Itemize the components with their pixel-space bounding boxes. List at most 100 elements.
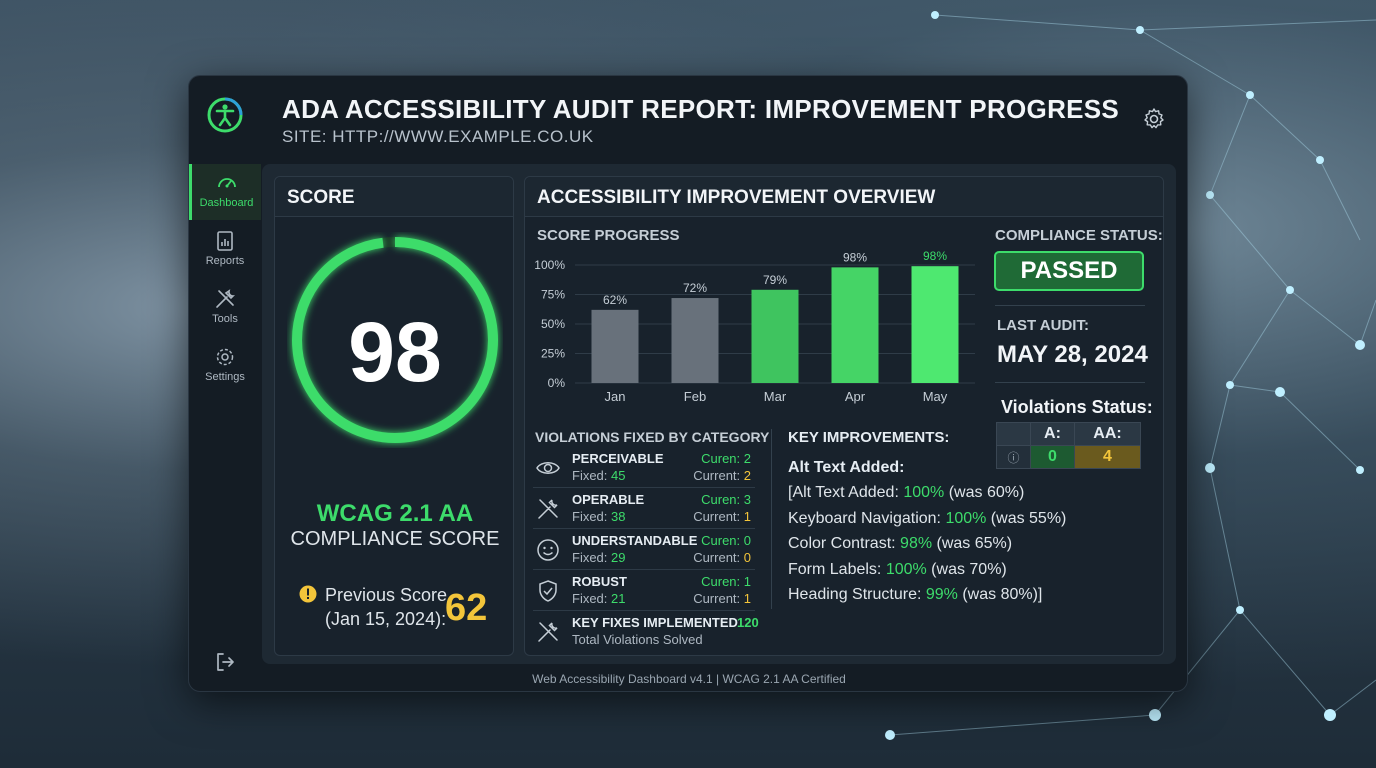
sidebar-item-tools[interactable]: Tools bbox=[189, 280, 261, 336]
dashboard-window: ADA ACCESSIBILITY AUDIT REPORT: IMPROVEM… bbox=[188, 75, 1188, 692]
key-improvements-list: [Alt Text Added: 100% (was 60%) Keyboard… bbox=[788, 484, 1066, 612]
overview-heading: ACCESSIBILITY IMPROVEMENT OVERVIEW bbox=[525, 177, 1163, 217]
bar-value-label: 98% bbox=[923, 249, 947, 263]
tools-icon bbox=[538, 622, 558, 642]
category-curen: Curen: 0 bbox=[701, 533, 751, 548]
sidebar-item-reports[interactable]: Reports bbox=[189, 222, 261, 278]
score-ring-gauge bbox=[292, 237, 498, 443]
level-aa-count: 4 bbox=[1074, 445, 1141, 469]
category-fixed: Fixed: 45 bbox=[572, 468, 625, 483]
bar-value-label: 79% bbox=[763, 273, 787, 287]
category-current: Current: 2 bbox=[693, 468, 751, 483]
x-tick-label: Mar bbox=[764, 389, 787, 404]
score-value: 98 bbox=[348, 305, 442, 399]
key-improvements-subheading: Alt Text Added: bbox=[788, 459, 905, 476]
fixed-count: 45 bbox=[611, 468, 626, 483]
category-current: Current: 1 bbox=[693, 509, 751, 524]
category-fixed: Fixed: 21 bbox=[572, 591, 625, 606]
improvement-value: 100% bbox=[945, 509, 987, 527]
fixed-count: 38 bbox=[611, 509, 626, 524]
x-tick-label: May bbox=[923, 389, 948, 404]
compliance-status-label: COMPLIANCE STATUS: bbox=[995, 227, 1163, 244]
list-item: Color Contrast: 98% (was 65%) bbox=[788, 535, 1066, 561]
logout-icon[interactable] bbox=[214, 651, 236, 673]
bar-value-label: 72% bbox=[683, 281, 707, 295]
current-prefix: Current: bbox=[693, 509, 744, 524]
improvement-value: 100% bbox=[885, 560, 927, 578]
current-count: 1 bbox=[743, 591, 751, 606]
category-curen: Curen: 3 bbox=[701, 492, 751, 507]
improvement-previous: (was 80%)] bbox=[957, 586, 1043, 603]
compliance-status-badge: PASSED bbox=[994, 251, 1144, 291]
improvement-previous: (was 60%) bbox=[944, 484, 1025, 501]
y-tick-label: 100% bbox=[534, 258, 565, 272]
list-item: UNDERSTANDABLE Fixed: 29 Curen: 0 Curren… bbox=[533, 529, 755, 570]
current-count: 1 bbox=[743, 509, 751, 524]
category-current: Current: 0 bbox=[693, 550, 751, 565]
score-progress-bar-chart: 0% 25% 50% 75% 100% 62% Jan 72% Feb 79% Mar 98% Apr 9… bbox=[534, 249, 975, 404]
sidebar-item-label: Dashboard bbox=[199, 197, 254, 209]
sidebar-item-dashboard[interactable]: Dashboard bbox=[189, 164, 261, 220]
tools-icon bbox=[216, 289, 235, 308]
improvement-value: 99% bbox=[925, 586, 958, 603]
eye-icon bbox=[536, 462, 560, 474]
level-a-header: A: bbox=[1030, 422, 1075, 446]
sidebar-item-settings[interactable]: Settings bbox=[189, 338, 261, 394]
violations-category-list: PERCEIVABLE Fixed: 45 Curen: 2 Current: … bbox=[533, 447, 759, 652]
bar-value-label: 98% bbox=[843, 250, 867, 264]
fixed-prefix: Fixed: bbox=[572, 591, 612, 606]
list-item: [Alt Text Added: 100% (was 60%) bbox=[788, 484, 1066, 510]
last-audit-date: MAY 28, 2024 bbox=[997, 341, 1148, 368]
list-item: PERCEIVABLE Fixed: 45 Curen: 2 Current: … bbox=[533, 447, 755, 488]
chart-bar bbox=[751, 289, 799, 383]
improvement-label: [Alt Text Added: bbox=[788, 484, 904, 501]
y-tick-label: 75% bbox=[541, 288, 565, 302]
score-card: SCORE 98 WCAG 2.1 AA COMPLIANCE SCORE bbox=[274, 176, 514, 656]
site-url: SITE: HTTP://WWW.EXAMPLE.CO.UK bbox=[282, 127, 594, 146]
x-tick-label: Jan bbox=[605, 389, 626, 404]
wcag-standard-label: WCAG 2.1 AA bbox=[316, 500, 474, 527]
last-audit-label: LAST AUDIT: bbox=[997, 317, 1089, 334]
level-a-count: 0 bbox=[1030, 445, 1075, 469]
improvement-label: Keyboard Navigation: bbox=[788, 509, 946, 527]
smiley-icon bbox=[537, 539, 559, 561]
score-progress-label: SCORE PROGRESS bbox=[537, 227, 680, 244]
x-tick-label: Apr bbox=[845, 389, 866, 404]
sidebar-item-label: Reports bbox=[205, 255, 245, 267]
accessibility-logo-icon bbox=[207, 97, 243, 133]
category-name: OPERABLE bbox=[572, 492, 645, 507]
sidebar-item-label: Tools bbox=[212, 313, 238, 325]
improvement-previous: (was 70%) bbox=[926, 560, 1007, 578]
improvement-value: 100% bbox=[903, 484, 945, 501]
chart-bar bbox=[671, 298, 719, 383]
report-chart-icon bbox=[217, 231, 233, 251]
list-item: ROBUST Fixed: 21 Curen: 1 Current: 1 bbox=[533, 570, 755, 611]
improvement-label: Color Contrast: bbox=[788, 535, 901, 552]
list-item: Heading Structure: 99% (was 80%)] bbox=[788, 586, 1066, 612]
category-name: UNDERSTANDABLE bbox=[572, 533, 698, 548]
overview-card: ACCESSIBILITY IMPROVEMENT OVERVIEW SCORE… bbox=[524, 176, 1164, 656]
tools-icon bbox=[538, 499, 558, 519]
category-fixed: Fixed: 38 bbox=[572, 509, 625, 524]
improvement-label: Form Labels: bbox=[788, 560, 886, 578]
gear-icon bbox=[216, 348, 234, 366]
settings-gear-icon[interactable] bbox=[1142, 107, 1166, 131]
fixed-prefix: Fixed: bbox=[572, 468, 612, 483]
category-current: Current: 1 bbox=[693, 591, 751, 606]
gauge-icon bbox=[217, 178, 236, 188]
sidebar-item-label: Settings bbox=[205, 371, 245, 383]
bar-value-label: 62% bbox=[603, 293, 627, 307]
table-corner-cell bbox=[996, 422, 1031, 446]
violations-status-table: A: AA: ⓘ 0 4 bbox=[996, 422, 1141, 469]
score-card-heading: SCORE bbox=[275, 177, 513, 217]
y-tick-label: 0% bbox=[548, 376, 566, 390]
previous-score-line2: (Jan 15, 2024): bbox=[325, 609, 447, 629]
previous-score-line1: Previous Score bbox=[325, 585, 448, 605]
category-name: PERCEIVABLE bbox=[572, 451, 664, 466]
category-curen: Curen: 1 bbox=[701, 574, 751, 589]
info-icon: ⓘ bbox=[996, 445, 1031, 469]
divider bbox=[771, 429, 772, 609]
divider bbox=[995, 382, 1145, 383]
current-prefix: Current: bbox=[693, 468, 744, 483]
previous-score-value: 62 bbox=[445, 587, 488, 629]
